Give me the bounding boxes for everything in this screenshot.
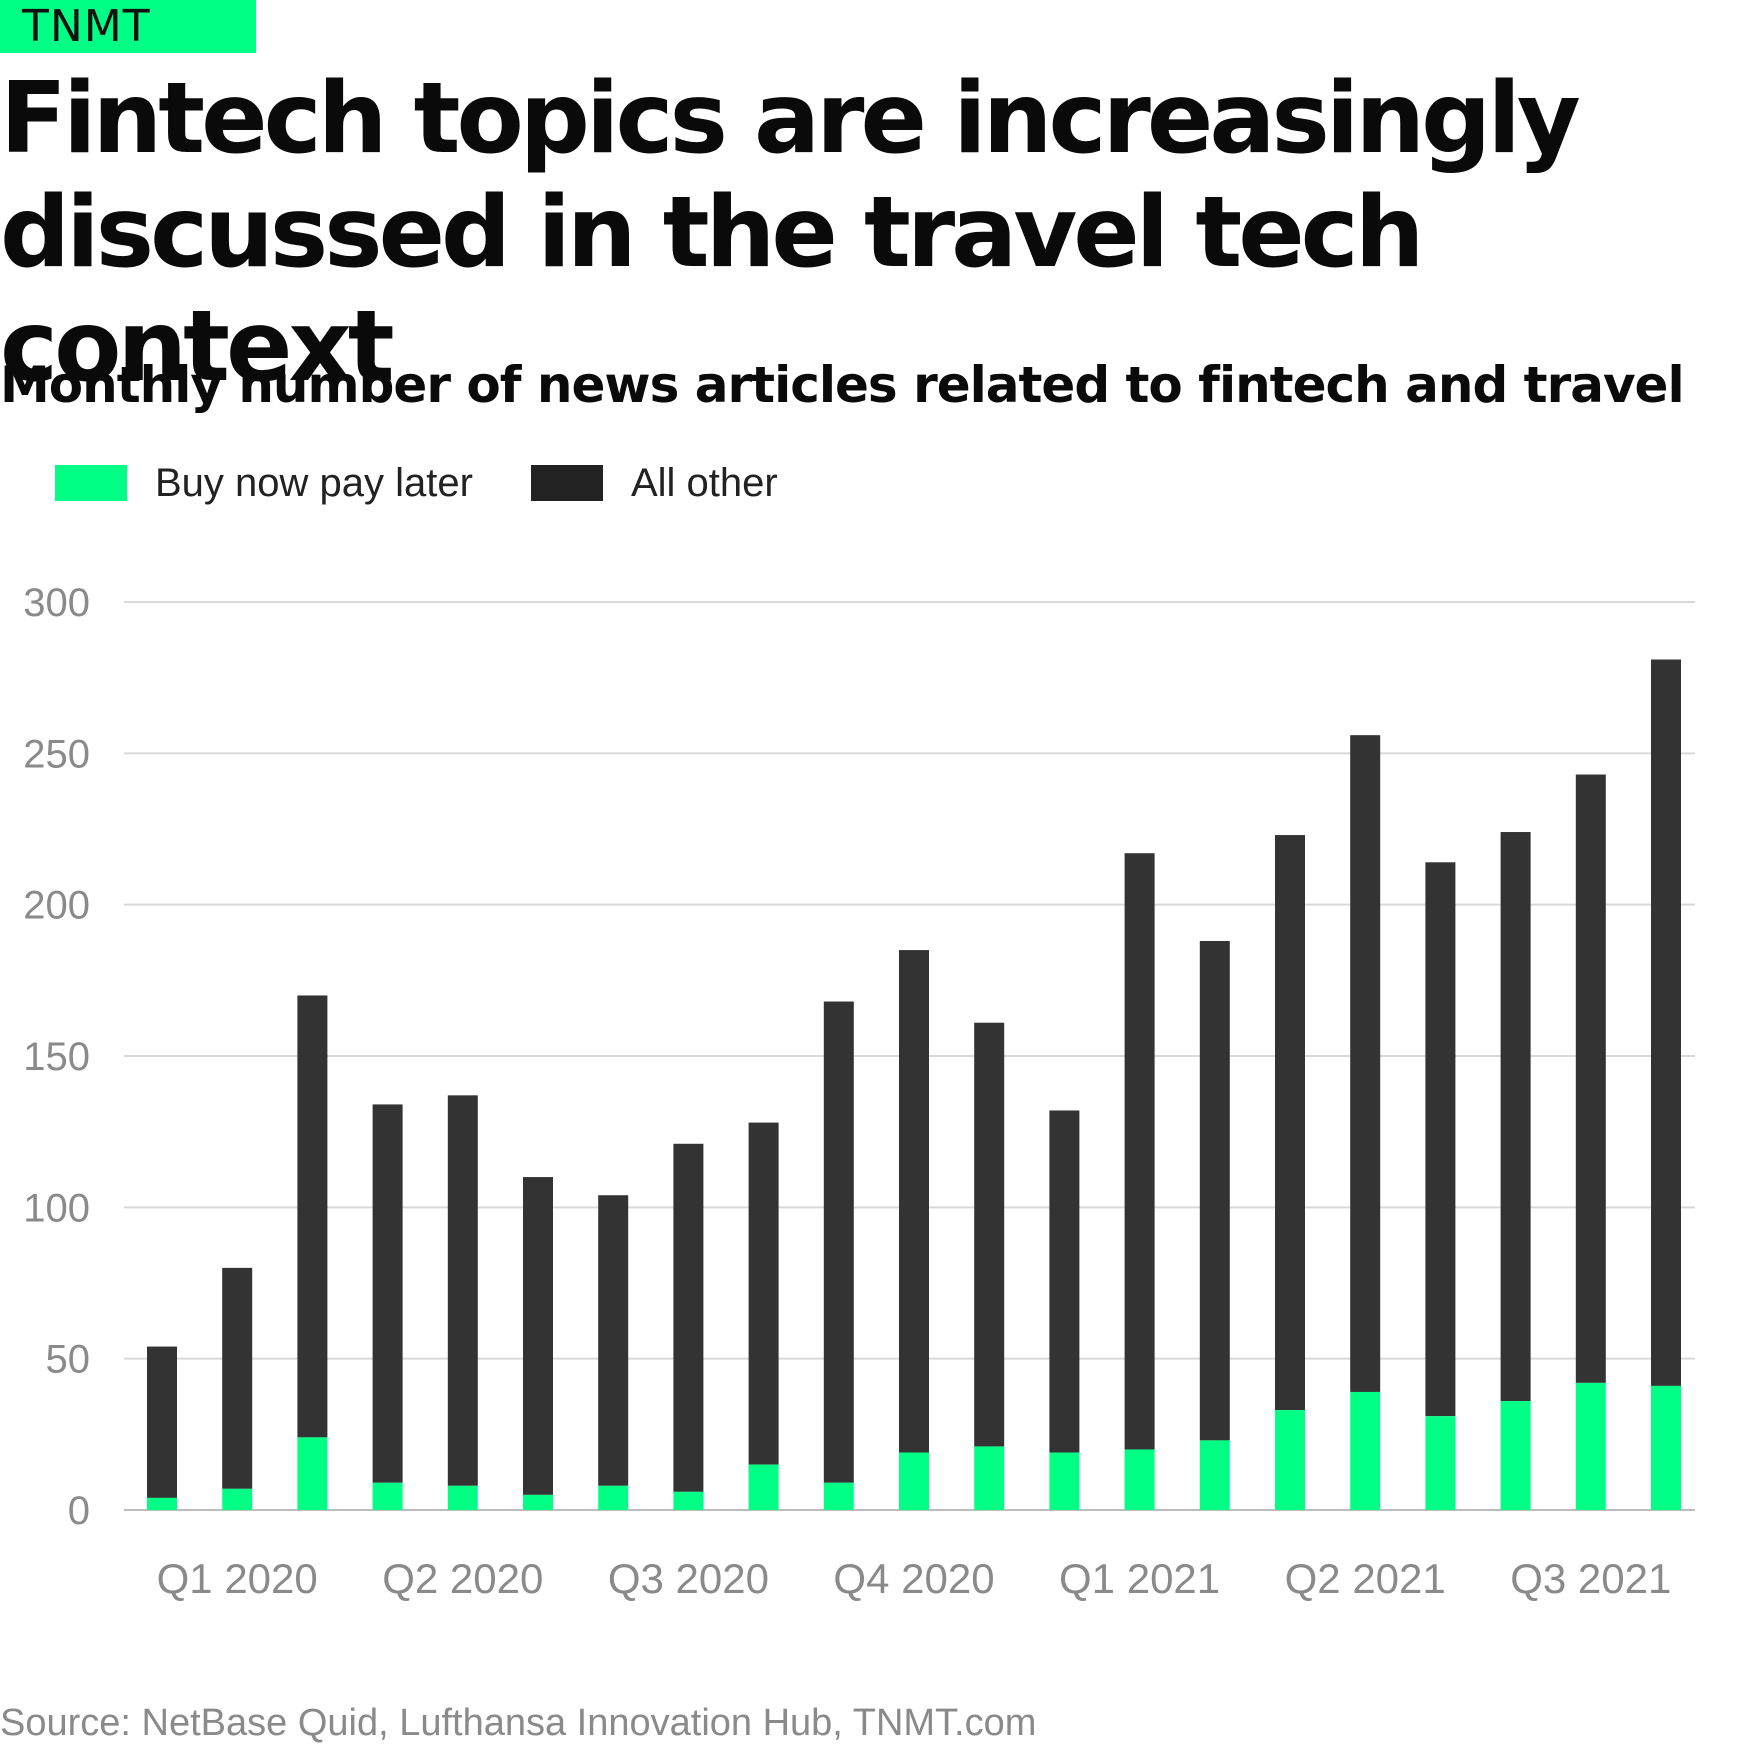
bar-all-other-10 (823, 1001, 854, 1483)
y-tick-label-100: 100 (23, 1186, 90, 1230)
bar-all-other-5 (447, 1095, 478, 1486)
bar-bnpl-5 (447, 1485, 478, 1510)
y-tick-label-200: 200 (23, 884, 90, 928)
bar-all-other-20 (1575, 774, 1606, 1383)
legend-label-all-other: All other (630, 460, 778, 505)
bar-all-other-11 (899, 950, 929, 1453)
bar-bnpl-4 (372, 1482, 403, 1510)
bar-bnpl-9 (748, 1464, 779, 1510)
legend-swatch-all-other (530, 465, 603, 501)
bar-all-other-8 (673, 1143, 704, 1492)
legend-label-bnpl: Buy now pay later (155, 460, 473, 505)
bar-bnpl-12 (974, 1446, 1005, 1510)
bar-all-other-7 (598, 1195, 629, 1486)
bar-bnpl-3 (297, 1437, 328, 1510)
bar-bnpl-16 (1275, 1410, 1305, 1510)
bar-bnpl-14 (1124, 1449, 1155, 1510)
y-tick-label-250: 250 (23, 732, 90, 776)
bar-bnpl-13 (1049, 1452, 1080, 1510)
brand-logo-text: TNMT (22, 1, 151, 52)
x-tick-label-2: Q2 2020 (382, 1555, 543, 1602)
x-tick-label-1: Q1 2020 (157, 1555, 318, 1602)
bar-all-other-2 (222, 1267, 253, 1489)
bar-bnpl-21 (1651, 1385, 1681, 1510)
x-tick-label-7: Q3 2021 (1510, 1555, 1671, 1602)
stacked-bar-chart: 0 50 100 150 200 250 300 Q1 2020 Q2 2020 Q3 2020 Q… (23, 581, 1695, 1602)
x-tick-label-6: Q2 2021 (1285, 1555, 1446, 1602)
bar-bnpl-20 (1575, 1382, 1606, 1510)
bar-bnpl-2 (222, 1488, 253, 1510)
bar-all-other-12 (974, 1022, 1005, 1447)
bar-all-other-1 (147, 1346, 177, 1498)
x-tick-label-3: Q3 2020 (608, 1555, 769, 1602)
bar-bnpl-15 (1199, 1440, 1230, 1510)
bar-all-other-4 (372, 1104, 403, 1483)
bar-bnpl-10 (823, 1482, 854, 1510)
bar-all-other-14 (1124, 853, 1155, 1450)
y-tick-label-50: 50 (46, 1338, 91, 1382)
bar-all-other-21 (1651, 659, 1681, 1386)
bar-bnpl-17 (1350, 1391, 1381, 1510)
x-tick-label-5: Q1 2021 (1059, 1555, 1220, 1602)
chart-title: Fintech topics are increasingly discusse… (0, 62, 1581, 404)
bar-bnpl-19 (1500, 1401, 1531, 1510)
source-note: Source: NetBase Quid, Lufthansa Innovati… (0, 1702, 1037, 1744)
chart-subtitle: Monthly number of news articles related … (0, 356, 1685, 414)
bar-bnpl-8 (673, 1491, 704, 1510)
y-tick-label-150: 150 (23, 1035, 90, 1079)
bar-all-other-6 (523, 1177, 553, 1495)
legend-item-bnpl: Buy now pay later (55, 461, 473, 506)
bar-all-other-19 (1500, 832, 1531, 1402)
bar-all-other-15 (1199, 940, 1230, 1441)
y-tick-label-300: 300 (23, 581, 90, 625)
bar-all-other-18 (1425, 862, 1456, 1417)
bar-all-other-16 (1275, 835, 1305, 1411)
bar-bnpl-1 (147, 1497, 177, 1510)
legend-item-all-other: All other (530, 460, 778, 506)
chart-legend: Buy now pay later All other (55, 458, 836, 508)
bar-bnpl-6 (523, 1494, 553, 1510)
legend-swatch-bnpl (55, 465, 127, 501)
bar-bnpl-11 (899, 1452, 929, 1510)
brand-logo: TNMT (0, 0, 256, 53)
bar-all-other-3 (297, 995, 328, 1438)
bar-all-other-17 (1350, 735, 1381, 1392)
bar-all-other-13 (1049, 1110, 1080, 1453)
bar-bnpl-18 (1425, 1416, 1456, 1510)
y-tick-label-0: 0 (68, 1489, 90, 1533)
x-tick-label-4: Q4 2020 (833, 1555, 994, 1602)
bar-bnpl-7 (598, 1485, 629, 1510)
bar-all-other-9 (748, 1122, 779, 1465)
